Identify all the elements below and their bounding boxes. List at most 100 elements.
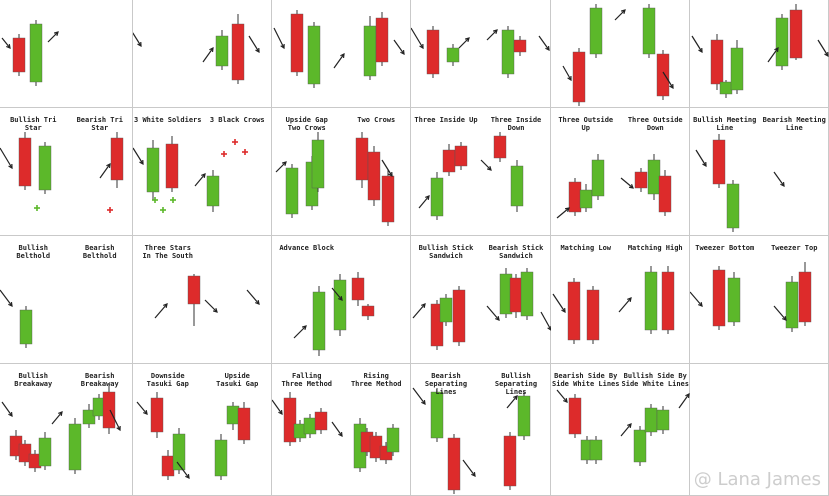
pattern-label-right: Rising Three Method: [350, 372, 402, 388]
pattern-drawing: [552, 266, 675, 344]
candle: [513, 36, 527, 56]
candle: [426, 26, 440, 78]
candle: [214, 434, 228, 480]
pattern-label-left: Falling Three Method: [281, 372, 333, 388]
candle: [710, 34, 724, 90]
pattern-cell-6: Bullish Tri Star Bearish Tri Star: [0, 108, 133, 236]
candle: [439, 294, 453, 326]
pattern-cell-0: [0, 0, 133, 108]
trend-arrow: [154, 303, 168, 319]
pattern-cell-5: [690, 0, 829, 108]
trend-arrow: [99, 162, 111, 179]
candle: [634, 168, 648, 192]
trend-arrow: [293, 325, 307, 339]
candle: [231, 14, 245, 84]
candle: [726, 180, 740, 232]
trend-arrow: [393, 39, 405, 56]
candle: [285, 164, 299, 218]
trend-arrow: [418, 195, 430, 209]
candle: [172, 428, 186, 474]
candle: [589, 4, 603, 58]
doji-cross: [242, 149, 248, 155]
candle: [290, 10, 304, 76]
pattern-label-left: Bullish Breakaway: [14, 372, 53, 388]
candle: [661, 266, 675, 334]
pattern-cell-18: Bullish Breakaway Bearish Breakaway: [0, 364, 133, 496]
candle: [161, 450, 175, 480]
candle: [499, 268, 513, 318]
pattern-cell-7: 3 White Soldiers 3 Black Crows: [133, 108, 272, 236]
candle: [501, 26, 515, 78]
candle: [12, 34, 26, 76]
candle: [452, 286, 466, 346]
trend-arrow: [1, 401, 13, 418]
pattern-label-left: Bullish Tri Star: [10, 116, 57, 132]
trend-arrow: [458, 37, 470, 49]
candle: [785, 276, 799, 332]
trend-arrow: [133, 147, 144, 166]
trend-arrow: [486, 305, 500, 321]
pattern-label-left: 3 White Soldiers: [134, 116, 202, 124]
trend-arrow: [562, 65, 572, 82]
pattern-cell-9: Three Inside Up Three Inside Down: [411, 108, 551, 236]
pattern-drawing: [136, 392, 251, 480]
candle: [367, 146, 381, 206]
pattern-drawing: [154, 274, 260, 326]
pattern-label-right: Bearish Meeting Line: [762, 116, 826, 132]
candle: [28, 450, 42, 472]
trend-arrow: [538, 35, 550, 52]
trend-arrow: [618, 297, 632, 313]
candle: [110, 132, 124, 188]
candle: [520, 268, 534, 320]
trend-arrow: [691, 35, 703, 54]
doji-cross: [160, 207, 166, 213]
doji-cross: [221, 151, 227, 157]
candle: [363, 16, 377, 80]
candle: [719, 80, 733, 98]
trend-arrow: [462, 459, 476, 478]
candle: [503, 432, 517, 490]
candle: [775, 14, 789, 70]
pattern-label-right: Three Outside Down: [627, 116, 683, 132]
trend-arrow: [556, 389, 568, 403]
pattern-label-left: Upside Gap Two Crows: [285, 116, 328, 132]
pattern-drawing: [133, 14, 260, 84]
pattern-drawing: [556, 154, 672, 219]
trend-arrow: [620, 423, 632, 437]
candle: [29, 20, 43, 86]
trend-arrow: [411, 27, 424, 50]
candle: [446, 44, 460, 66]
pattern-drawing: [0, 132, 124, 213]
trend-arrow: [109, 409, 121, 432]
pattern-drawing: [1, 20, 59, 86]
candle: [712, 134, 726, 188]
trend-arrow: [202, 46, 214, 63]
pattern-drawing: [0, 289, 33, 348]
candle: [591, 154, 605, 200]
pattern-cell-2: [272, 0, 411, 108]
pattern-cell-15: Bullish Stick Sandwich Bearish Stick Sand…: [411, 236, 551, 364]
candle: [656, 50, 670, 100]
candle: [642, 4, 656, 58]
candle: [351, 272, 365, 306]
candle: [187, 274, 201, 326]
candle: [237, 402, 251, 444]
trend-arrow: [695, 149, 707, 168]
candle: [647, 154, 661, 200]
trend-arrow: [614, 9, 626, 21]
candle: [712, 266, 726, 330]
pattern-label-right: 3 Black Crows: [209, 116, 265, 124]
doji-cross: [170, 197, 176, 203]
trend-arrow: [412, 387, 426, 406]
candle: [102, 386, 116, 434]
trend-arrow: [556, 207, 570, 219]
pattern-label-left: Advance Block: [279, 244, 335, 252]
trend-arrow: [767, 46, 779, 63]
candle: [430, 172, 444, 220]
candle: [509, 274, 523, 318]
trend-arrow: [817, 39, 829, 58]
trend-arrow: [480, 159, 492, 171]
pattern-drawing: [411, 26, 550, 78]
pattern-label-left: Bearish Separating Lines: [424, 372, 468, 396]
